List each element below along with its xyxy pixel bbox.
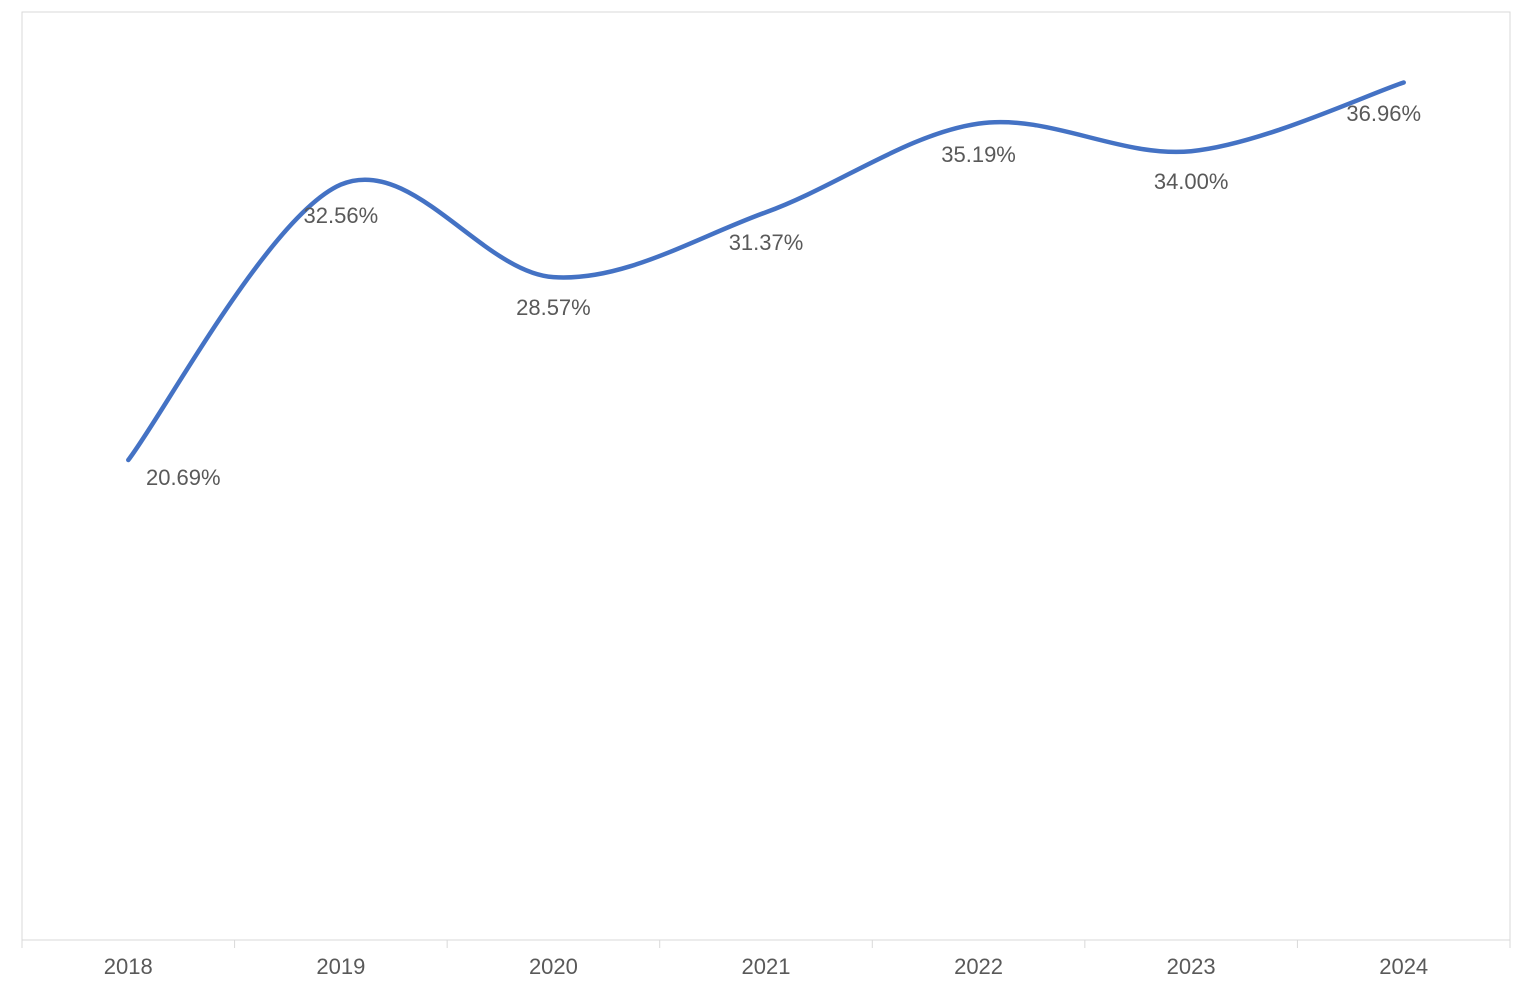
data-label: 20.69% <box>146 465 221 491</box>
data-label: 34.00% <box>1154 169 1229 195</box>
x-axis-label: 2020 <box>529 954 578 980</box>
data-label: 28.57% <box>516 295 591 321</box>
x-axis-label: 2022 <box>954 954 1003 980</box>
data-label: 32.56% <box>304 203 379 229</box>
x-axis-label: 2021 <box>742 954 791 980</box>
x-axis-label: 2019 <box>316 954 365 980</box>
data-label: 31.37% <box>729 230 804 256</box>
chart-svg <box>0 0 1530 1000</box>
x-axis-label: 2018 <box>104 954 153 980</box>
data-label: 35.19% <box>941 142 1016 168</box>
line-chart: 20.69% 32.56% 28.57% 31.37% 35.19% 34.00% 36.9… <box>0 0 1530 1000</box>
data-label: 36.96% <box>1346 101 1421 127</box>
x-axis-label: 2024 <box>1379 954 1428 980</box>
x-axis-label: 2023 <box>1167 954 1216 980</box>
